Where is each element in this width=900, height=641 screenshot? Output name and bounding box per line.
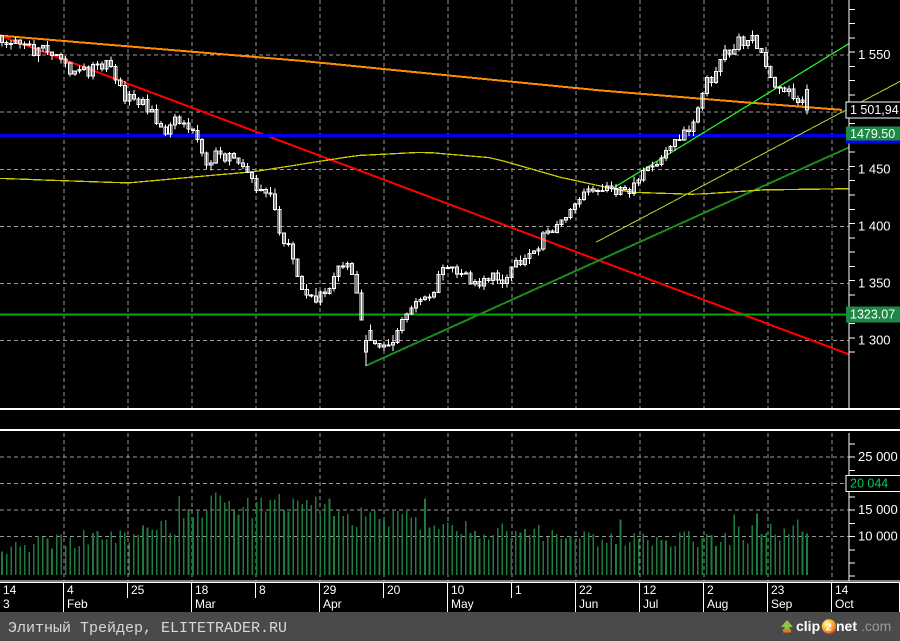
svg-text:20 044: 20 044	[850, 476, 888, 490]
svg-text:.com: .com	[861, 618, 891, 634]
svg-text:10 000: 10 000	[858, 529, 898, 544]
svg-text:1 400: 1 400	[858, 218, 891, 233]
svg-text:net: net	[836, 618, 857, 634]
svg-text:1479.50: 1479.50	[850, 127, 895, 141]
svg-text:1 550: 1 550	[858, 47, 891, 62]
svg-text:1 501,94: 1 501,94	[850, 103, 899, 117]
svg-text:25 000: 25 000	[858, 449, 898, 464]
svg-text:1323.07: 1323.07	[850, 307, 895, 321]
svg-text:15 000: 15 000	[858, 502, 898, 517]
svg-text:2: 2	[826, 622, 832, 634]
svg-text:1 300: 1 300	[858, 333, 891, 348]
svg-text:1 450: 1 450	[858, 161, 891, 176]
svg-text:1 350: 1 350	[858, 276, 891, 291]
svg-text:clip: clip	[796, 618, 820, 634]
